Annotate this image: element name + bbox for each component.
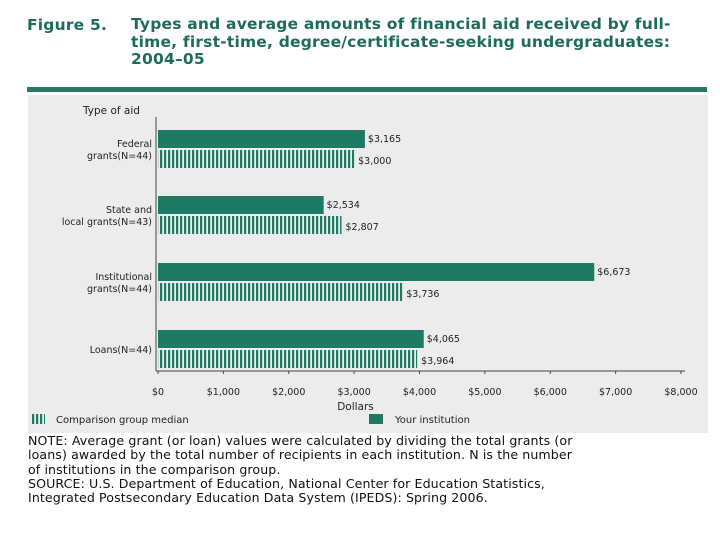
category-label: Institutional	[95, 272, 152, 283]
data-label-comparison-median: $2,807	[346, 222, 379, 233]
note-text: NOTE: Average grant (or loan) values wer…	[28, 433, 573, 477]
bar-your-institution	[158, 263, 595, 281]
legend-swatch-institution	[369, 414, 383, 424]
bar-comparison-median	[158, 150, 355, 168]
data-label-your-institution: $6,673	[597, 267, 630, 278]
data-label-comparison-median: $3,000	[358, 156, 391, 167]
x-tick-label: $5,000	[468, 387, 501, 398]
bar-your-institution	[158, 196, 324, 214]
data-label-your-institution: $3,165	[368, 134, 401, 145]
bar-your-institution	[158, 130, 365, 148]
data-label-your-institution: $2,534	[327, 200, 360, 211]
legend-label-institution: Your institution	[394, 415, 470, 426]
legend-label-comparison: Comparison group median	[56, 415, 189, 426]
source-text: SOURCE: U.S. Department of Education, Na…	[28, 475, 545, 506]
category-label: Federal	[117, 139, 152, 150]
x-tick-label: $0	[152, 387, 164, 398]
x-tick-label: $8,000	[664, 387, 697, 398]
bar-comparison-median	[158, 216, 342, 234]
x-tick-label: $7,000	[599, 387, 632, 398]
figure-title: Types and average amounts of financial a…	[131, 15, 671, 68]
data-label-comparison-median: $3,964	[421, 356, 454, 367]
category-label: local grants(N=43)	[62, 217, 152, 228]
figure-label: Figure 5.	[27, 16, 108, 34]
data-label-your-institution: $4,065	[427, 334, 460, 345]
bar-chart: Type of aid $0 $1,000 $2,000 $3,000 $4,000 $5,…	[28, 95, 708, 433]
bar-comparison-median	[158, 350, 418, 368]
category-label: State and	[106, 205, 152, 216]
x-tick-label: $4,000	[403, 387, 436, 398]
x-tick-label: $1,000	[207, 387, 240, 398]
x-tick-label: $6,000	[534, 387, 567, 398]
x-axis-title: Dollars	[337, 401, 374, 413]
figure-header: Figure 5. Types and average amounts of f…	[27, 15, 707, 68]
x-tick-label: $3,000	[338, 387, 371, 398]
legend-swatch-comparison	[31, 414, 45, 424]
x-tick-label: $2,000	[272, 387, 305, 398]
header-rule	[27, 87, 707, 92]
data-label-comparison-median: $3,736	[406, 289, 439, 300]
note-block: NOTE: Average grant (or loan) values wer…	[28, 433, 708, 506]
bar-your-institution	[158, 330, 424, 348]
y-axis-title: Type of aid	[82, 105, 140, 117]
bar-comparison-median	[158, 283, 403, 301]
category-label: grants(N=44)	[87, 151, 152, 162]
category-label: Loans(N=44)	[90, 345, 152, 356]
category-label: grants(N=44)	[87, 284, 152, 295]
